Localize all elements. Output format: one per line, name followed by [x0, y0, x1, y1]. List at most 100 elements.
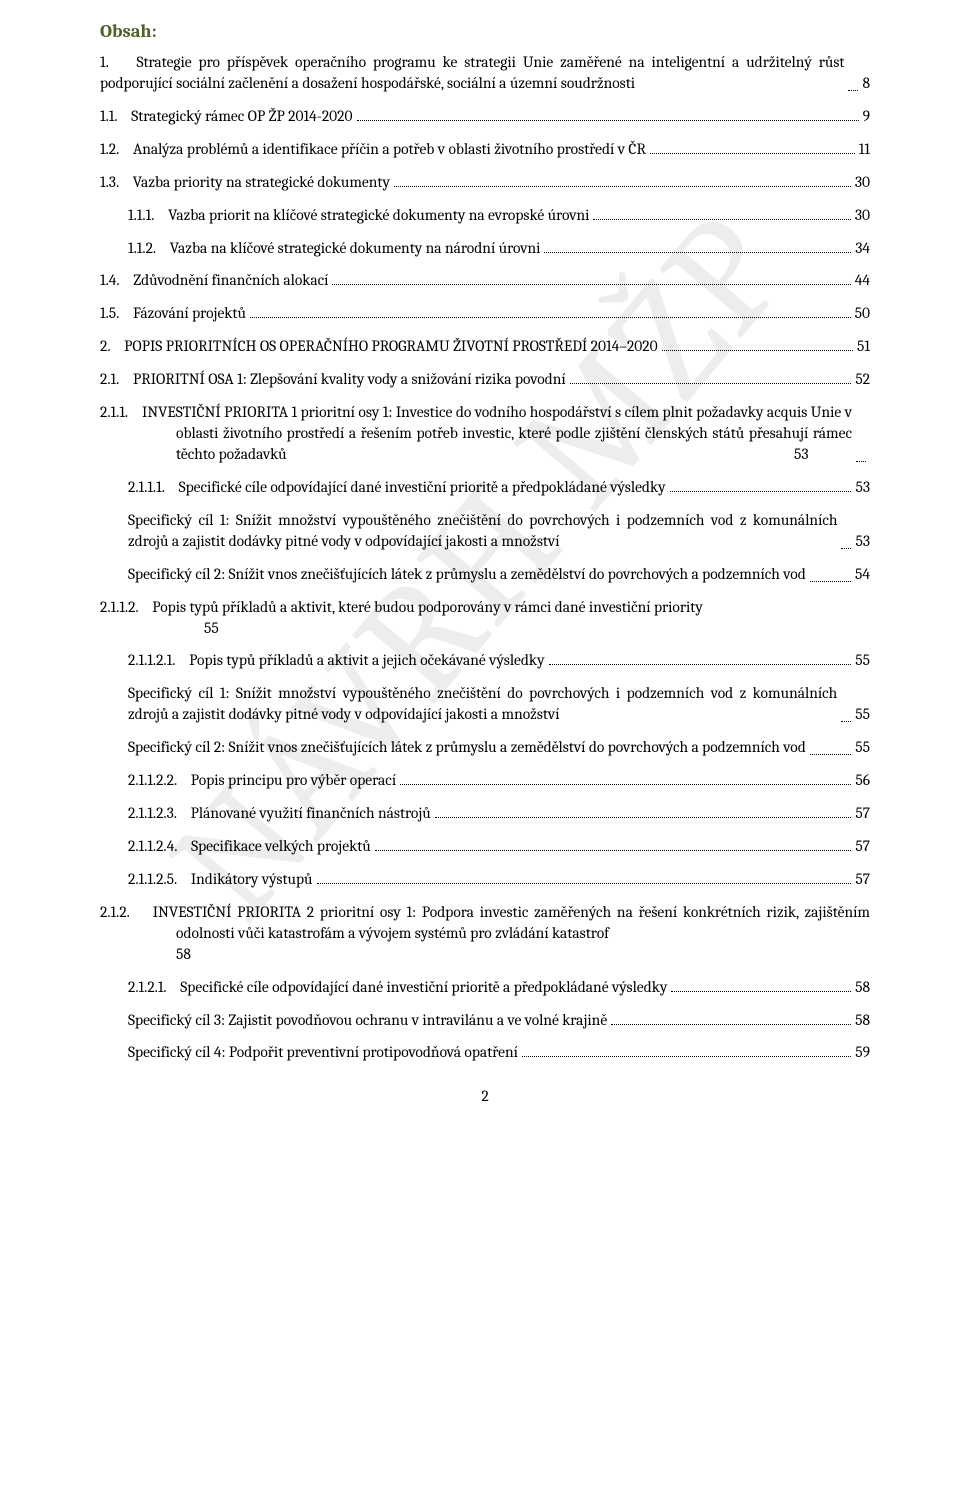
toc-text: Vazba priority na strategické dokumenty	[133, 172, 390, 193]
toc-text: Indikátory výstupů	[191, 869, 313, 890]
dot-leader	[375, 836, 852, 851]
toc-page: 57	[855, 803, 870, 824]
toc-page: 51	[857, 336, 870, 357]
toc-entry: 1.5. Fázování projektů 50	[100, 303, 870, 324]
toc-text: Specifické cíle odpovídající dané invest…	[179, 477, 666, 498]
content: Obsah: 1. Strategie pro příspěvek operač…	[100, 20, 870, 1105]
toc-entry: Specifický cíl 2: Snížit vnos znečišťují…	[100, 737, 870, 758]
dot-leader	[662, 336, 853, 351]
toc-number: 1.2.	[100, 139, 119, 160]
dot-leader	[332, 271, 850, 286]
toc-title: Obsah:	[100, 20, 870, 42]
toc-text: Analýza problémů a identifikace příčin a…	[133, 139, 646, 160]
toc-page: 55	[855, 650, 870, 671]
toc-page: 57	[855, 836, 870, 857]
toc-entry: Specifický cíl 1: Snížit množství vypouš…	[100, 510, 870, 552]
toc-number: 2.1.1.2.4.	[128, 836, 177, 857]
dot-leader	[856, 447, 866, 462]
toc-page: 55	[204, 618, 870, 639]
toc-page: 54	[855, 564, 870, 585]
toc-text: 2.1.1. INVESTIČNÍ PRIORITA 1 prioritní o…	[176, 402, 852, 465]
dot-leader	[810, 567, 851, 582]
toc-entry: Specifický cíl 3: Zajistit povodňovou oc…	[100, 1010, 870, 1031]
toc-number: 2.1.	[100, 369, 119, 390]
toc-entry: 2.1.1.1. Specifické cíle odpovídající da…	[100, 477, 870, 498]
dot-leader	[400, 770, 851, 785]
toc-text: Vazba na klíčové strategické dokumenty n…	[170, 238, 541, 259]
dot-leader	[317, 869, 852, 884]
toc-text: Specifické cíle odpovídající dané invest…	[180, 977, 667, 998]
toc-number: 1.1.	[100, 106, 118, 127]
toc-entry: 1. Strategie pro příspěvek operačního pr…	[100, 52, 870, 94]
toc-number: 2.1.2.1.	[128, 977, 167, 998]
toc-text: Specifický cíl 3: Zajistit povodňovou oc…	[128, 1010, 607, 1031]
toc-page: 9	[863, 106, 870, 127]
toc-text: Strategický rámec OP ŽP 2014-2020	[131, 106, 352, 127]
toc-page: 58	[176, 944, 870, 965]
toc-number: 1.4.	[100, 270, 120, 291]
toc-text: Specifikace velkých projektů	[191, 836, 371, 857]
toc-entry: 1.1.2. Vazba na klíčové strategické doku…	[100, 238, 870, 259]
toc-entry: 2.1.1. INVESTIČNÍ PRIORITA 1 prioritní o…	[100, 402, 870, 465]
toc-number: 2.1.1.2.3.	[128, 803, 177, 824]
toc-entry: 2.1.1.2.2. Popis principu pro výběr oper…	[100, 770, 870, 791]
toc-number: 2.	[100, 336, 111, 357]
page: NÁVRH MŽP Obsah: 1. Strategie pro příspě…	[0, 0, 960, 1135]
toc-page: 55	[855, 737, 870, 758]
toc-page: 55	[855, 704, 870, 725]
toc-number: 1.1.2.	[128, 238, 156, 259]
toc-entry: 1.1.1. Vazba priorit na klíčové strategi…	[100, 205, 870, 226]
dot-leader	[357, 106, 859, 121]
toc-entry: 2.1.2. INVESTIČNÍ PRIORITA 2 prioritní o…	[100, 902, 870, 965]
toc-page: 57	[855, 869, 870, 890]
toc-number: 2.1.1.2.2.	[128, 770, 177, 791]
toc-text: POPIS PRIORITNÍCH OS OPERAČNÍHO PROGRAMU…	[124, 336, 657, 357]
dot-leader	[593, 205, 850, 220]
dot-leader	[549, 651, 852, 666]
toc-entry: 2.1.1.2.4. Specifikace velkých projektů 5…	[100, 836, 870, 857]
toc-entry: 2. POPIS PRIORITNÍCH OS OPERAČNÍHO PROGR…	[100, 336, 870, 357]
dot-leader	[544, 238, 851, 253]
toc-text: 2.1.1.2. Popis typů příkladů a aktivit, …	[204, 597, 870, 618]
toc-text: Plánované využití finančních nástrojů	[191, 803, 431, 824]
toc-text: Specifický cíl 4: Podpořit preventivní p…	[128, 1042, 518, 1063]
toc-text: Specifický cíl 2: Snížit vnos znečišťují…	[128, 564, 806, 585]
toc-entry: Specifický cíl 4: Podpořit preventivní p…	[100, 1042, 870, 1063]
toc-number: 2.1.1.1.	[128, 477, 165, 498]
toc-number: 1.1.1.	[128, 205, 154, 226]
toc-page: 53	[855, 531, 870, 552]
toc-text: PRIORITNÍ OSA 1: Zlepšování kvality vody…	[133, 369, 566, 390]
toc-entry: Specifický cíl 1: Snížit množství vypouš…	[100, 683, 870, 725]
toc-text: 1. Strategie pro příspěvek operačního pr…	[100, 52, 844, 94]
toc-page: 56	[855, 770, 870, 791]
toc-page: 34	[855, 238, 870, 259]
dot-leader	[435, 803, 852, 818]
toc-list: 1. Strategie pro příspěvek operačního pr…	[100, 52, 870, 1063]
toc-entry: Specifický cíl 2: Snížit vnos znečišťují…	[100, 564, 870, 585]
toc-text: Fázování projektů	[133, 303, 246, 324]
dot-leader	[848, 76, 858, 91]
toc-entry: 2.1.1.2.5. Indikátory výstupů57	[100, 869, 870, 890]
toc-entry: 1.4. Zdůvodnění finančních alokací 44	[100, 270, 870, 291]
toc-entry: 1.2. Analýza problémů a identifikace pří…	[100, 139, 870, 160]
toc-entry: 2.1.2.1. Specifické cíle odpovídající da…	[100, 977, 870, 998]
dot-leader	[522, 1042, 851, 1057]
toc-entry: 2.1.1.2.1. Popis typů příkladů a aktivit…	[100, 650, 870, 671]
toc-number: 2.1.1.2.1.	[128, 650, 175, 671]
toc-number: 1.5.	[100, 303, 119, 324]
toc-text: 2.1.2. INVESTIČNÍ PRIORITA 2 prioritní o…	[176, 902, 870, 944]
toc-page: 44	[855, 270, 870, 291]
toc-entry: 2.1. PRIORITNÍ OSA 1: Zlepšování kvality…	[100, 369, 870, 390]
toc-text: Zdůvodnění finančních alokací	[133, 270, 328, 291]
toc-page: 50	[855, 303, 870, 324]
toc-page: 53	[855, 477, 870, 498]
dot-leader	[841, 707, 851, 722]
toc-page: 30	[855, 205, 870, 226]
dot-leader	[394, 172, 851, 187]
dot-leader	[611, 1010, 851, 1025]
toc-text: Popis principu pro výběr operací	[191, 770, 396, 791]
toc-text: Vazba priorit na klíčové strategické dok…	[168, 205, 589, 226]
toc-text: Specifický cíl 1: Snížit množství vypouš…	[128, 683, 837, 725]
dot-leader	[650, 139, 855, 154]
toc-entry: 1.1. Strategický rámec OP ŽP 2014-2020 9	[100, 106, 870, 127]
